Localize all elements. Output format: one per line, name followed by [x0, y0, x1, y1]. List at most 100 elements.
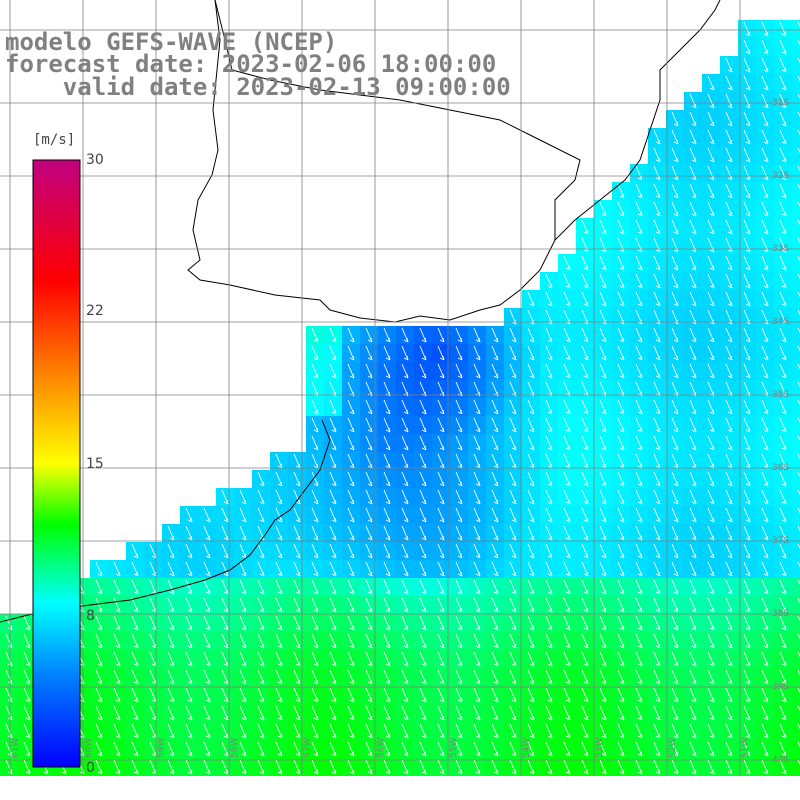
wind-arrow [473, 399, 481, 415]
wind-arrow [671, 597, 679, 613]
wind-arrow [347, 723, 355, 739]
wind-arrow [419, 633, 427, 649]
wind-arrow [293, 597, 301, 613]
wind-cell [792, 362, 800, 380]
wind-arrow [725, 111, 733, 127]
wind-arrow [383, 615, 391, 631]
wind-arrow [743, 201, 751, 217]
wind-arrow [797, 669, 800, 683]
wind-cell [792, 218, 800, 236]
wind-arrow [797, 309, 800, 323]
wind-arrow [707, 597, 715, 613]
wind-arrow [401, 651, 409, 667]
wind-arrow [671, 219, 679, 235]
wind-arrow [653, 633, 661, 649]
wind-arrow [779, 129, 787, 145]
wind-arrow [689, 579, 697, 595]
wind-cell [792, 434, 800, 452]
wind-arrow [743, 417, 751, 433]
wind-arrow [167, 633, 175, 649]
wind-arrow [563, 273, 571, 289]
wind-arrow [743, 435, 751, 451]
wind-arrow [581, 345, 589, 361]
wind-arrow [257, 579, 265, 595]
wind-arrow [797, 471, 800, 485]
wind-arrow [581, 759, 589, 775]
wind-arrow [347, 597, 355, 613]
wind-arrow [383, 561, 391, 577]
wind-arrow [509, 525, 517, 541]
wind-arrow [635, 345, 643, 361]
wind-arrow [329, 471, 337, 487]
wind-arrow [671, 345, 679, 361]
wind-arrow [725, 417, 733, 433]
wind-arrow [725, 183, 733, 199]
wind-arrow [797, 759, 800, 773]
wind-arrow [473, 435, 481, 451]
wind-arrow [779, 345, 787, 361]
wind-arrow [221, 489, 229, 505]
wind-arrow [527, 417, 535, 433]
wind-arrow [761, 21, 769, 37]
wind-arrow [239, 507, 247, 523]
wind-arrow [779, 525, 787, 541]
wind-arrow [419, 507, 427, 523]
wind-arrow [545, 435, 553, 451]
wind-arrow [653, 723, 661, 739]
wind-arrow [311, 687, 319, 703]
wind-arrow [347, 759, 355, 775]
wind-arrow [599, 579, 607, 595]
wind-arrow [527, 435, 535, 451]
wind-arrow [581, 525, 589, 541]
wind-arrow [653, 291, 661, 307]
wind-arrow [347, 615, 355, 631]
wind-arrow [671, 705, 679, 721]
wind-arrow [311, 651, 319, 667]
wind-arrow [221, 525, 229, 541]
wind-arrow [689, 345, 697, 361]
wind-arrow [131, 651, 139, 667]
wind-arrow [797, 111, 800, 125]
wind-arrow [509, 759, 517, 775]
wind-arrow [473, 543, 481, 559]
wind-arrow [329, 543, 337, 559]
wind-arrow [401, 669, 409, 685]
wind-arrow [257, 759, 265, 775]
wind-arrow [275, 561, 283, 577]
colorbar-tick: 22 [86, 303, 104, 319]
wind-arrow [383, 363, 391, 379]
wind-arrow [437, 327, 445, 343]
wind-arrow [761, 651, 769, 667]
wind-arrow [329, 597, 337, 613]
wind-arrow [563, 255, 571, 271]
wind-arrow [599, 327, 607, 343]
wind-arrow [491, 723, 499, 739]
wind-arrow [23, 759, 31, 775]
wind-arrow [725, 741, 733, 757]
wind-arrow [617, 435, 625, 451]
wind-arrow [671, 525, 679, 541]
wind-arrow [599, 489, 607, 505]
wind-arrow [491, 363, 499, 379]
wind-arrow [293, 579, 301, 595]
wind-arrow [743, 489, 751, 505]
wind-arrow [365, 417, 373, 433]
wind-arrow [743, 327, 751, 343]
wind-arrow [635, 219, 643, 235]
wind-arrow [491, 741, 499, 757]
wind-arrow [599, 363, 607, 379]
wind-arrow [779, 579, 787, 595]
wind-arrow [491, 687, 499, 703]
wind-arrow [131, 705, 139, 721]
wind-arrow [167, 687, 175, 703]
wind-cell [792, 380, 800, 398]
wind-arrow [419, 489, 427, 505]
wind-arrow [23, 705, 31, 721]
wind-arrow [653, 435, 661, 451]
wind-arrow [509, 705, 517, 721]
wind-arrow [545, 579, 553, 595]
wind-arrow [689, 111, 697, 127]
wind-arrow [131, 633, 139, 649]
wind-arrow [743, 687, 751, 703]
wind-arrow [509, 543, 517, 559]
